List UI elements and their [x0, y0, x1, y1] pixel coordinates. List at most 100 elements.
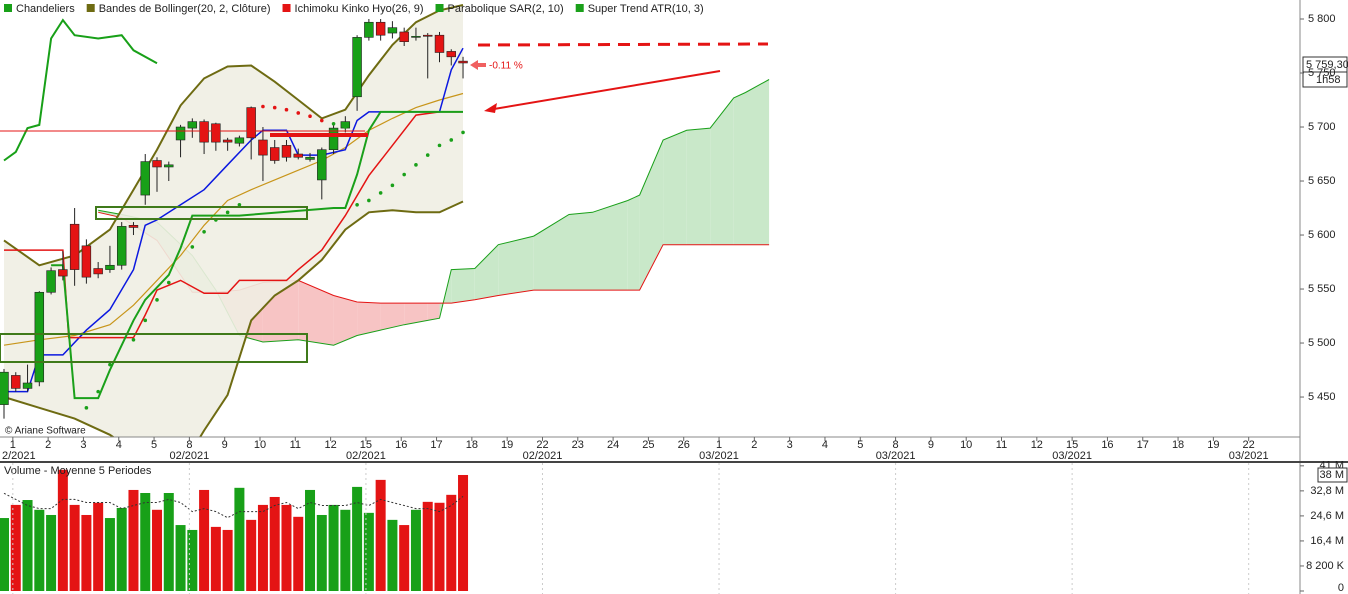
change-label: -0.11 %	[489, 61, 523, 72]
candle-body	[411, 35, 421, 38]
sar-dot	[449, 138, 454, 142]
candle-body	[222, 139, 233, 143]
volume-bar	[246, 519, 257, 591]
volume-bar	[175, 525, 186, 591]
candle-body	[446, 51, 456, 58]
x-tick-label: 12	[1031, 439, 1043, 451]
copyright: © Ariane Software	[5, 426, 86, 437]
volume-bar	[93, 502, 104, 591]
legend-swatch	[435, 4, 444, 12]
candle-body	[81, 245, 92, 278]
sar-dot	[390, 183, 395, 188]
sar-dot	[272, 105, 277, 110]
y-tick-label: 8 200 K	[1306, 560, 1345, 572]
y-tick-label: 24,6 M	[1310, 510, 1344, 522]
candle-body	[22, 382, 33, 389]
candle-body	[258, 139, 268, 156]
volume-bar	[305, 489, 316, 591]
x-tick-label: 3	[787, 439, 793, 451]
sar-dot	[284, 107, 289, 112]
volume-bar	[199, 489, 210, 591]
x-tick-label: 22	[536, 439, 548, 451]
volume-bar	[34, 509, 45, 591]
x-tick-label: 11	[996, 439, 1007, 451]
volume-bar	[293, 516, 304, 591]
chikou	[3, 18, 158, 162]
x-tick-label: 12	[324, 439, 336, 451]
sar-dot	[343, 125, 348, 129]
y-tick-label: 32,8 M	[1310, 485, 1344, 497]
x-tick-label: 24	[607, 439, 619, 451]
volume-bar	[328, 504, 339, 591]
candle-body	[199, 121, 209, 143]
x-tick-label: 26	[678, 439, 690, 451]
sar-dot	[355, 202, 359, 207]
candle-body	[328, 127, 339, 150]
volume-bar	[187, 529, 198, 591]
volume-bar	[152, 509, 163, 591]
candle-body	[116, 226, 127, 266]
legend: Chandeliers Bandes de Bollinger(20, 2, Cl…	[4, 3, 704, 15]
sar-dot	[437, 143, 442, 148]
x-tick-label: 17	[430, 439, 442, 451]
zone-box	[0, 333, 308, 363]
volume-bar	[281, 504, 292, 591]
cloud-segment	[298, 280, 334, 346]
x-tick-label: 10	[960, 439, 972, 451]
sar-dot	[296, 111, 301, 115]
x-tick-label: 1	[10, 439, 16, 451]
x-month-label: 03/2021	[876, 450, 916, 462]
candle-body	[399, 31, 409, 42]
candle-body	[152, 160, 162, 168]
candle-body	[317, 149, 327, 181]
volume-bar	[57, 469, 68, 591]
candle-body	[434, 34, 445, 53]
sar-dot	[402, 172, 406, 177]
x-tick-label: 10	[254, 439, 266, 451]
candle-body	[34, 291, 45, 383]
x-tick-label: 15	[1066, 439, 1078, 451]
cloud-segment	[733, 92, 746, 245]
legend-swatch	[575, 4, 584, 12]
x-tick-label: 15	[360, 439, 372, 451]
volume-bar	[375, 479, 386, 591]
sar-dot	[367, 198, 371, 203]
kijun	[4, 111, 463, 339]
x-tick-label: 2	[751, 439, 757, 451]
volume-bar	[257, 504, 268, 591]
cloud-segment	[98, 210, 122, 218]
last-volume: 38 M	[1320, 469, 1344, 481]
cloud-segment	[686, 128, 711, 245]
legend-label: Super Trend ATR(10, 3)	[588, 3, 704, 15]
candle-body	[234, 137, 245, 144]
y-tick-label: 5 600	[1308, 229, 1336, 241]
candle-body	[46, 270, 56, 293]
x-tick-label: 23	[572, 439, 584, 451]
candle-body	[246, 107, 256, 139]
volume-bar	[458, 474, 469, 591]
volume-bar	[46, 514, 57, 591]
x-month-label: 02/2021	[346, 450, 386, 462]
candle-body	[128, 225, 139, 228]
cloud-segment	[380, 303, 405, 331]
cloud-segment	[592, 200, 628, 291]
volume-average	[3, 492, 464, 519]
legend-label: Parabolique SAR(2, 10)	[448, 3, 564, 15]
candle-body	[387, 27, 398, 34]
candle-body	[458, 60, 468, 64]
sar-dot	[108, 362, 112, 367]
volume-bar	[234, 487, 245, 591]
volume-bar	[316, 514, 327, 591]
sar-dot	[237, 202, 242, 207]
candle-body	[69, 223, 80, 270]
candle-body	[364, 21, 374, 38]
legend-swatch	[282, 4, 291, 12]
y-tick-label: 16,4 M	[1310, 535, 1344, 547]
x-month-label: 03/2021	[1052, 450, 1092, 462]
x-month-label: 2/2021	[2, 450, 36, 462]
candle-body	[175, 126, 186, 141]
x-tick-label: 5	[151, 439, 157, 451]
sar-dot	[96, 389, 100, 394]
x-month-label: 03/2021	[699, 450, 739, 462]
